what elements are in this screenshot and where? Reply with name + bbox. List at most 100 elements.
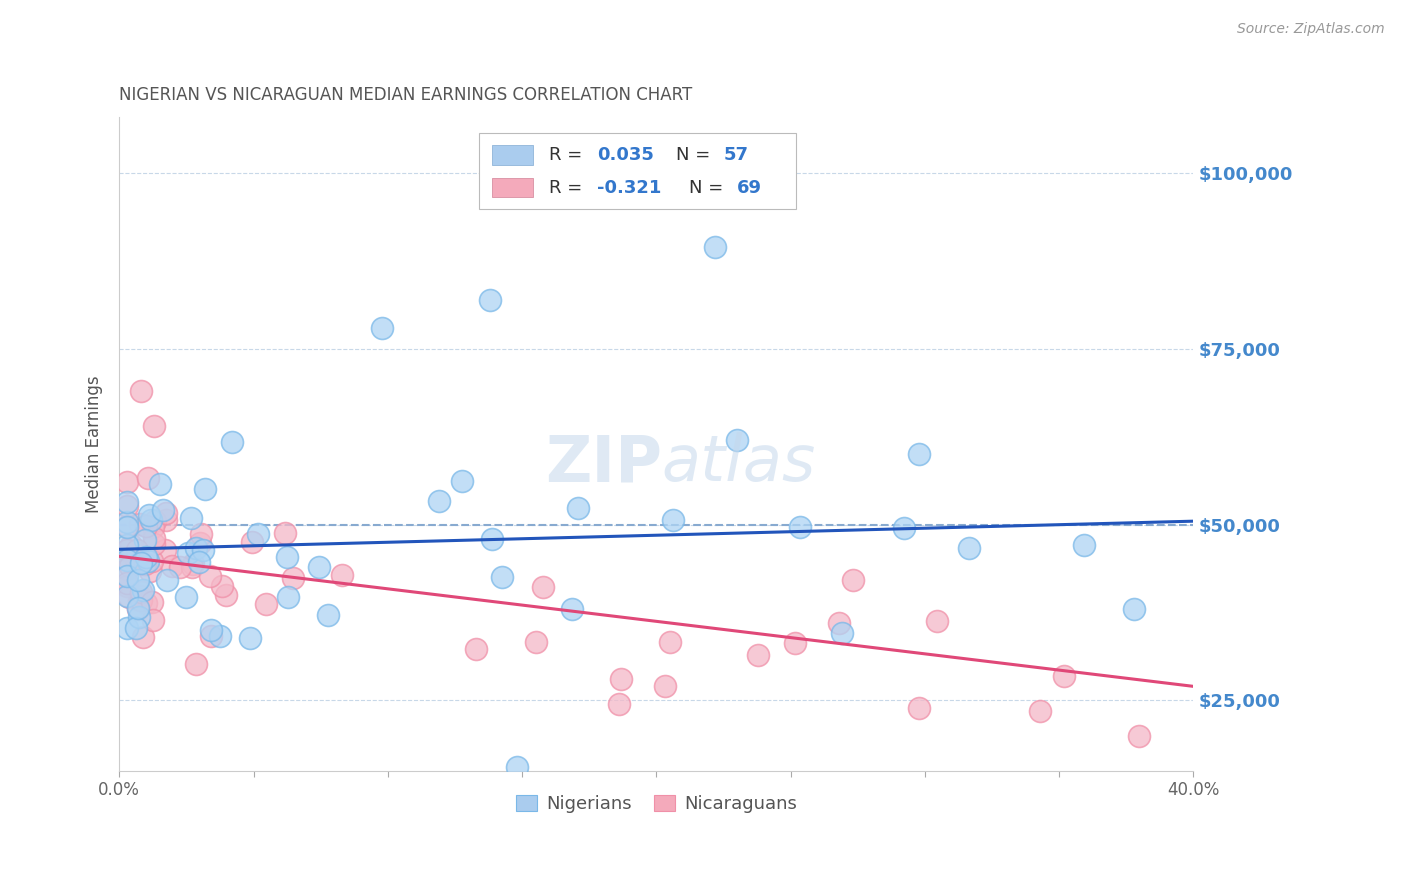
Point	[200, 623, 222, 637]
Point	[120, 538, 142, 552]
Point	[183, 557, 205, 571]
Point	[152, 503, 174, 517]
Point	[725, 434, 748, 448]
Point	[117, 569, 139, 583]
Point	[160, 559, 183, 574]
Point	[211, 579, 233, 593]
Point	[654, 679, 676, 693]
Point	[136, 471, 159, 485]
Point	[785, 636, 807, 650]
Point	[198, 569, 221, 583]
Point	[127, 600, 149, 615]
Point	[465, 641, 488, 656]
Point	[191, 543, 214, 558]
Point	[842, 573, 865, 587]
Point	[276, 550, 298, 565]
Point	[117, 621, 139, 635]
Point	[451, 474, 474, 488]
Text: 0.035: 0.035	[598, 146, 654, 164]
Point	[828, 616, 851, 631]
Point	[138, 564, 160, 578]
Point	[190, 526, 212, 541]
Point	[1128, 729, 1150, 743]
Text: N =: N =	[689, 178, 728, 196]
Point	[149, 476, 172, 491]
Point	[174, 590, 197, 604]
Point	[478, 293, 501, 307]
Point	[117, 500, 139, 514]
Point	[127, 574, 149, 588]
Point	[155, 543, 177, 558]
Point	[118, 591, 141, 605]
Text: 57: 57	[724, 146, 749, 164]
Point	[128, 517, 150, 532]
Point	[662, 513, 685, 527]
Point	[215, 588, 238, 602]
Point	[318, 608, 340, 623]
Point	[134, 533, 156, 548]
Point	[117, 576, 139, 591]
Point	[200, 629, 222, 643]
Point	[308, 560, 330, 574]
Point	[277, 590, 299, 604]
Point	[567, 500, 589, 515]
Point	[128, 609, 150, 624]
Point	[908, 447, 931, 461]
Text: R =: R =	[548, 146, 588, 164]
Point	[132, 582, 155, 597]
Point	[117, 519, 139, 533]
Point	[481, 532, 503, 546]
Point	[117, 542, 139, 557]
Point	[330, 568, 353, 582]
Point	[908, 701, 931, 715]
Point	[138, 508, 160, 522]
Point	[129, 556, 152, 570]
Point	[129, 384, 152, 399]
Point	[208, 629, 231, 643]
Text: NIGERIAN VS NICARAGUAN MEDIAN EARNINGS CORRELATION CHART: NIGERIAN VS NICARAGUAN MEDIAN EARNINGS C…	[120, 87, 693, 104]
Point	[124, 556, 146, 570]
Point	[129, 589, 152, 603]
Point	[704, 240, 727, 254]
Point	[117, 519, 139, 533]
Point	[1073, 538, 1095, 552]
Point	[180, 560, 202, 574]
Y-axis label: Median Earnings: Median Earnings	[86, 375, 103, 513]
Point	[247, 526, 270, 541]
FancyBboxPatch shape	[492, 145, 533, 165]
Point	[135, 549, 157, 564]
Point	[491, 569, 513, 583]
Point	[155, 506, 177, 520]
Text: 69: 69	[737, 178, 762, 196]
Point	[1123, 602, 1146, 616]
Point	[136, 554, 159, 568]
Point	[1029, 704, 1052, 718]
Point	[274, 525, 297, 540]
Point	[194, 482, 217, 496]
Point	[143, 419, 166, 434]
Point	[142, 613, 165, 627]
Point	[117, 475, 139, 490]
Text: ZIP: ZIP	[544, 433, 662, 494]
Text: -0.321: -0.321	[598, 178, 662, 196]
Point	[177, 546, 200, 560]
Point	[117, 579, 139, 593]
Point	[120, 559, 142, 574]
Point	[281, 571, 304, 585]
Point	[139, 513, 162, 527]
Point	[143, 531, 166, 545]
Text: R =: R =	[548, 178, 588, 196]
Point	[531, 580, 554, 594]
FancyBboxPatch shape	[492, 178, 533, 197]
Point	[141, 554, 163, 568]
Legend: Nigerians, Nicaraguans: Nigerians, Nicaraguans	[509, 788, 804, 821]
Point	[142, 520, 165, 534]
Point	[135, 519, 157, 533]
FancyBboxPatch shape	[479, 134, 796, 209]
Point	[1053, 669, 1076, 683]
Point	[221, 435, 243, 450]
Point	[957, 541, 980, 555]
Point	[658, 634, 681, 648]
Point	[117, 495, 139, 509]
Point	[156, 573, 179, 587]
